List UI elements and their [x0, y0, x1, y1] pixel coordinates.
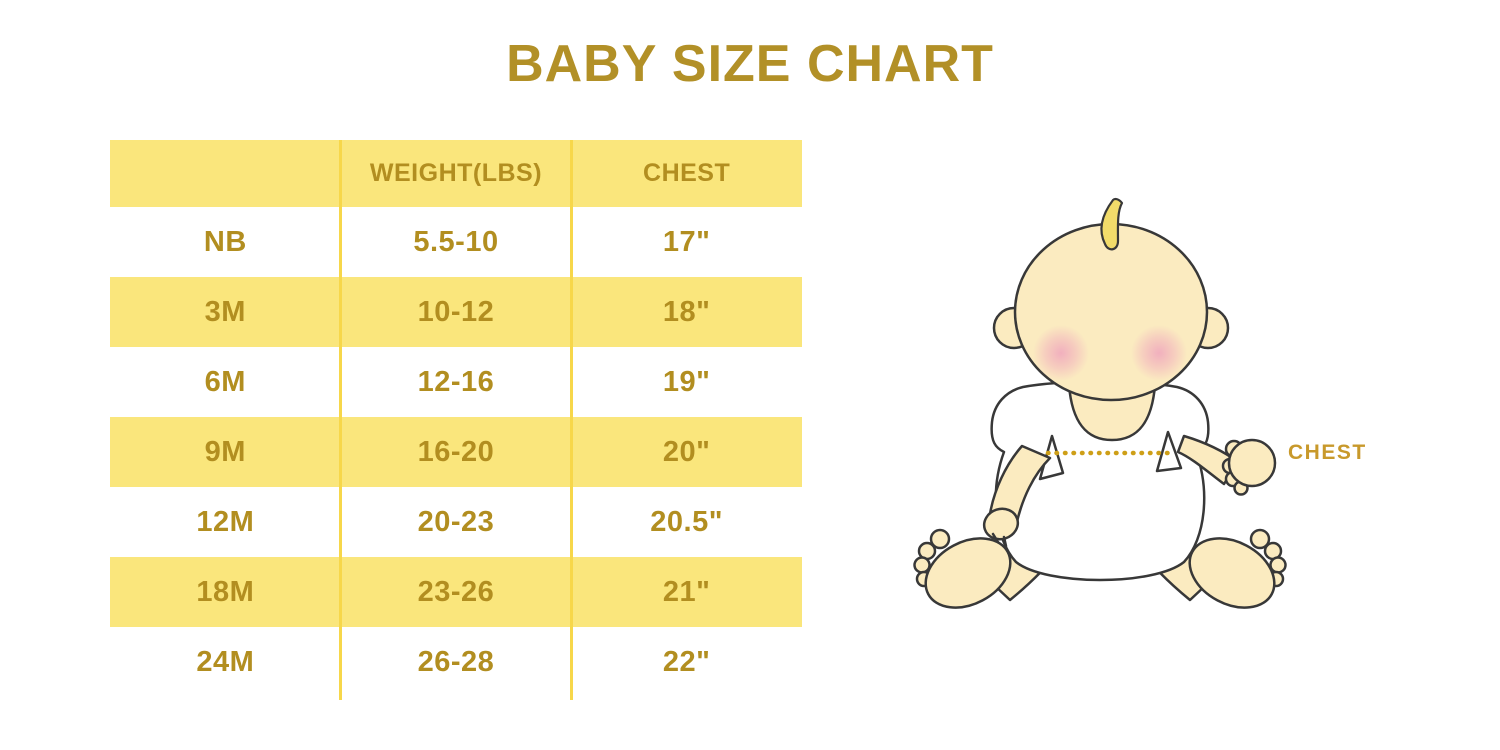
chest-cell: 22" — [662, 645, 711, 678]
table-row: 24M 26-28 22" — [110, 627, 802, 697]
chest-cell: 19" — [662, 365, 711, 398]
column-divider — [570, 140, 573, 700]
chest-cell: 20.5" — [650, 505, 723, 538]
table-row: 6M 12-16 19" — [110, 347, 802, 417]
table-row: 18M 23-26 21" — [110, 557, 802, 627]
weight-cell: 23-26 — [417, 575, 495, 608]
chest-measure-label: CHEST — [1288, 441, 1367, 464]
chest-cell: 21" — [662, 575, 711, 608]
weight-cell: 20-23 — [417, 505, 495, 538]
weight-cell: 16-20 — [417, 435, 495, 468]
weight-cell: 26-28 — [417, 645, 495, 678]
baby-hair-tuft — [1100, 197, 1124, 251]
baby-left-hand — [982, 507, 1020, 548]
baby-illustration — [900, 190, 1300, 630]
table-row: 3M 10-12 18" — [110, 277, 802, 347]
size-cell: 18M — [196, 575, 255, 608]
table-row: 12M 20-23 20.5" — [110, 487, 802, 557]
baby-left-cheek — [1033, 325, 1089, 381]
header-weight-cell: WEIGHT(LBS) — [369, 159, 543, 187]
header-size-cell — [110, 140, 341, 207]
size-cell: NB — [203, 225, 247, 258]
size-cell: 24M — [196, 645, 255, 678]
table-row: 9M 16-20 20" — [110, 417, 802, 487]
table-header-row: WEIGHT(LBS) CHEST — [110, 140, 802, 207]
baby-right-arm — [1176, 434, 1240, 486]
baby-right-cheek — [1131, 325, 1187, 381]
page-title: BABY SIZE CHART — [506, 35, 994, 93]
baby-right-fist — [1221, 438, 1277, 496]
chest-cell: 20" — [662, 435, 711, 468]
weight-cell: 10-12 — [417, 295, 495, 328]
size-table: WEIGHT(LBS) CHEST NB 5.5-10 17" 3M 10-12… — [110, 140, 802, 700]
baby-onesie — [990, 380, 1210, 582]
weight-cell: 5.5-10 — [413, 225, 499, 258]
chest-cell: 18" — [662, 295, 711, 328]
table-row: NB 5.5-10 17" — [110, 207, 802, 277]
size-cell: 9M — [204, 435, 246, 468]
size-cell: 3M — [204, 295, 246, 328]
size-cell: 12M — [196, 505, 255, 538]
chest-cell: 17" — [662, 225, 711, 258]
weight-cell: 12-16 — [417, 365, 495, 398]
header-chest-cell: CHEST — [643, 159, 731, 187]
size-cell: 6M — [204, 365, 246, 398]
column-divider — [339, 140, 342, 700]
baby-left-foot — [913, 528, 1012, 609]
